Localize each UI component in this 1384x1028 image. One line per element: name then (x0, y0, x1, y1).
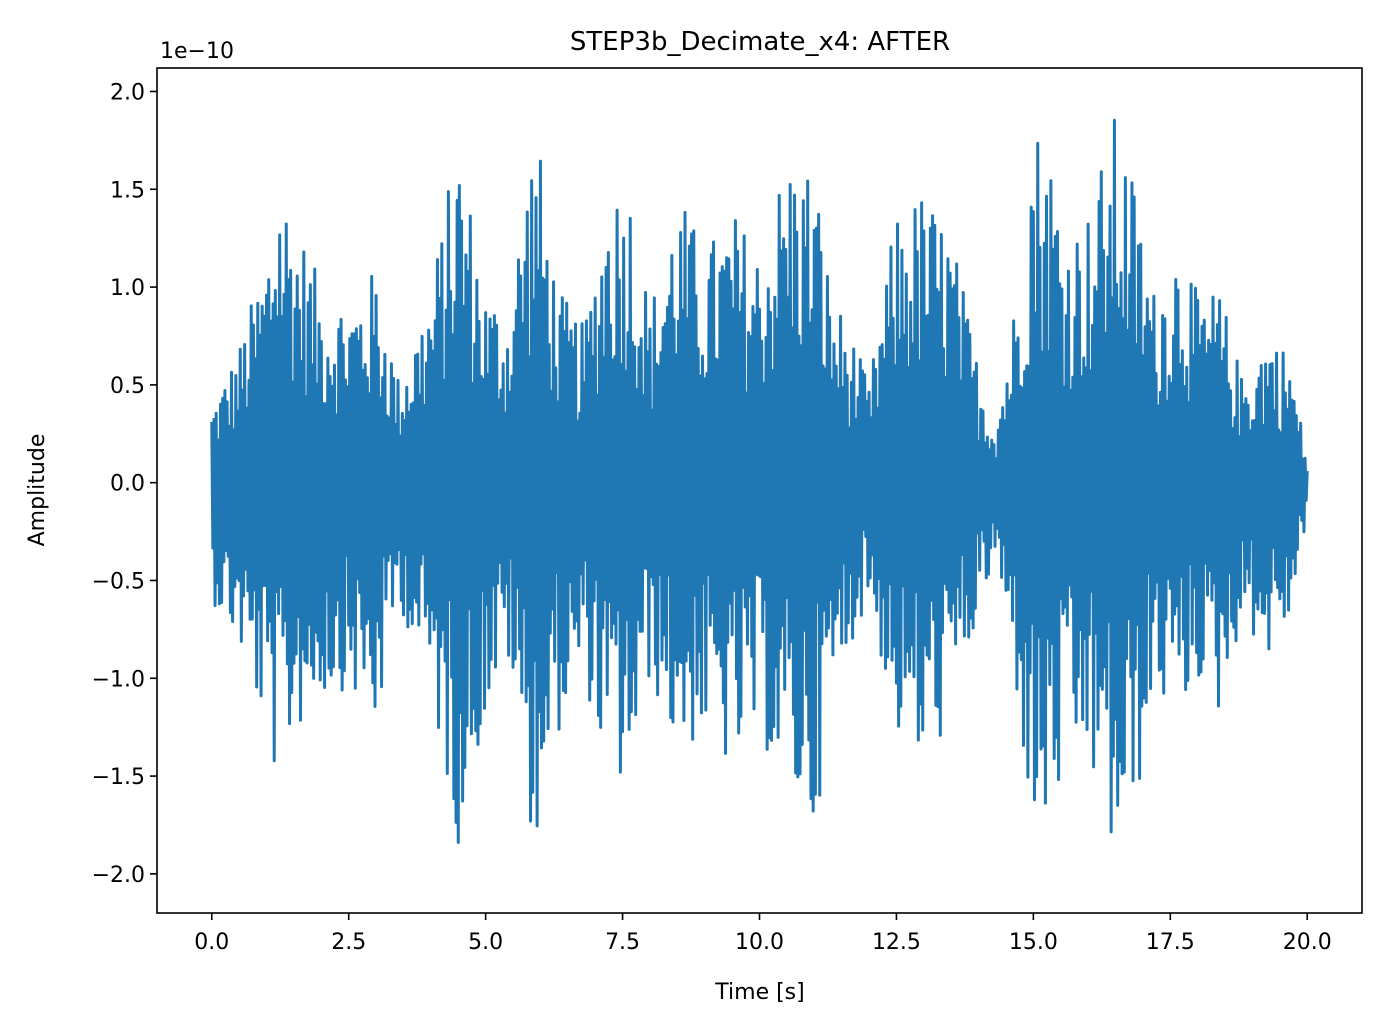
y-axis-ticks: −2.0 −1.5 −1.0 −0.5 0.0 0.5 1.0 1.5 2.0 (92, 80, 157, 888)
x-tick-label: 15.0 (1009, 930, 1058, 955)
x-tick-label: 20.0 (1283, 930, 1332, 955)
x-tick-label: 5.0 (468, 930, 503, 955)
y-tick-label: −2.0 (92, 863, 145, 888)
y-tick-label: 0.5 (110, 374, 145, 399)
y-tick-label: −1.0 (92, 667, 145, 692)
y-tick-label: −0.5 (92, 569, 145, 594)
x-tick-label: 7.5 (605, 930, 640, 955)
y-tick-label: 1.0 (110, 276, 145, 301)
x-axis-ticks: 0.0 2.5 5.0 7.5 10.0 12.5 15.0 17.5 20.0 (194, 913, 1332, 955)
x-tick-label: 2.5 (331, 930, 366, 955)
x-tick-label: 12.5 (872, 930, 921, 955)
x-axis-label: Time [s] (714, 980, 804, 1005)
x-tick-label: 10.0 (735, 930, 784, 955)
chart-title: STEP3b_Decimate_x4: AFTER (570, 27, 950, 57)
y-tick-label: −1.5 (92, 765, 145, 790)
plot-area (210, 118, 1309, 844)
x-tick-label: 0.0 (194, 930, 229, 955)
y-axis-offset-label: 1e−10 (160, 39, 234, 64)
y-tick-label: 2.0 (110, 80, 145, 105)
signal-series-line (210, 118, 1309, 844)
y-axis-label: Amplitude (25, 434, 50, 547)
axes-frame (156, 67, 1363, 914)
y-tick-label: 0.0 (110, 472, 145, 497)
x-tick-label: 17.5 (1146, 930, 1195, 955)
y-tick-label: 1.5 (110, 178, 145, 203)
